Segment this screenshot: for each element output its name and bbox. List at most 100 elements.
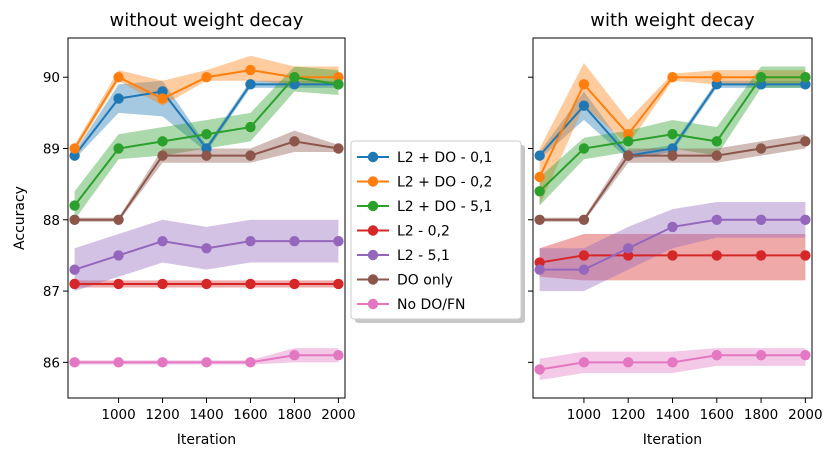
confidence-band-0 (539, 80, 806, 160)
x-tick-label: 1600 (233, 407, 267, 423)
y-tick-label: 88 (43, 213, 60, 229)
confidence-band-4 (539, 201, 806, 292)
data-point (800, 136, 811, 147)
data-point (333, 79, 344, 90)
data-point (534, 186, 545, 197)
data-point (623, 243, 634, 254)
legend-swatch-marker (367, 225, 379, 236)
data-point (711, 350, 722, 361)
data-point (578, 143, 590, 154)
data-point (245, 121, 256, 133)
data-point (113, 72, 124, 83)
data-point (534, 214, 545, 225)
data-point (69, 278, 80, 290)
confidence-band-1 (539, 62, 806, 206)
x-tick-label: 1200 (145, 407, 179, 423)
confidence-band-1 (74, 55, 339, 153)
data-point (201, 278, 212, 290)
data-point (245, 64, 256, 76)
data-point (578, 250, 590, 261)
data-point (667, 150, 678, 161)
data-point (623, 136, 634, 147)
data-point (534, 264, 545, 275)
data-point (201, 150, 212, 161)
data-point (711, 214, 722, 225)
legend-swatch-marker (367, 298, 379, 310)
legend-swatch-marker (367, 200, 379, 212)
legend-label: L2 - 0,2 (397, 224, 450, 240)
x-tick-label: 1200 (611, 407, 645, 423)
data-point (333, 350, 344, 361)
x-tick-label: 1600 (700, 407, 734, 423)
data-point (69, 214, 80, 225)
data-point (201, 72, 212, 83)
data-point (711, 150, 722, 161)
data-point (623, 129, 634, 140)
data-point (800, 79, 811, 90)
data-point (800, 250, 811, 261)
data-point (578, 100, 590, 111)
data-point (333, 235, 344, 247)
data-point (69, 200, 80, 211)
data-point (667, 357, 678, 368)
x-tick-label: 2000 (321, 407, 355, 423)
data-point (157, 136, 168, 147)
x-tick-label: 1800 (744, 407, 778, 423)
data-point (157, 93, 168, 104)
confidence-band-4 (74, 219, 339, 292)
x-tick-label: 1000 (101, 407, 135, 423)
confidence-band-6 (74, 348, 339, 365)
x-tick-label: 1400 (655, 407, 689, 423)
data-point (711, 136, 722, 147)
x-axis-label: Iteration (643, 432, 702, 448)
data-point (667, 221, 678, 233)
data-point (578, 357, 590, 368)
data-point (755, 72, 767, 83)
data-point (755, 214, 767, 225)
data-point (157, 235, 168, 247)
data-point (534, 171, 545, 183)
data-point (578, 79, 590, 90)
data-point (113, 357, 124, 368)
data-point (711, 72, 722, 83)
data-point (157, 86, 168, 97)
legend-frame (350, 140, 522, 320)
data-point (534, 257, 545, 268)
data-point (245, 278, 256, 290)
data-point (289, 350, 300, 361)
data-point (289, 278, 300, 290)
chart-title-without-weight-decay: without weight decay (110, 10, 304, 31)
data-point (157, 278, 168, 290)
data-point (289, 79, 300, 90)
y-tick-label: 90 (43, 70, 60, 86)
confidence-band-5 (539, 134, 806, 222)
confidence-band-5 (74, 130, 339, 222)
confidence-band-0 (74, 80, 339, 160)
legend-label: No DO/FN (397, 297, 466, 313)
data-point (534, 150, 545, 161)
chart-title-with-weight-decay: with weight decay (590, 10, 755, 31)
x-axis-label: Iteration (177, 432, 236, 448)
legend-swatch-marker (367, 176, 379, 187)
data-point (245, 235, 256, 247)
data-point (711, 79, 722, 90)
y-tick-label: 87 (43, 284, 60, 300)
data-point (113, 143, 124, 154)
x-tick-label: 1400 (189, 407, 223, 423)
y-tick-label: 89 (43, 141, 60, 157)
panel-without-weight-decay: 1000 1200 1400 1600 1800 2000 86 87 88 89 90 withou… (12, 10, 356, 448)
data-point (333, 278, 344, 290)
x-tick-label: 2000 (788, 407, 822, 423)
data-point (667, 250, 678, 261)
data-point (623, 150, 634, 161)
data-point (113, 93, 124, 104)
data-point (157, 357, 168, 368)
confidence-band-2 (74, 66, 339, 220)
data-point (113, 278, 124, 290)
legend-label: L2 + DO - 0,2 (397, 175, 492, 191)
x-tick-label: 1800 (277, 407, 311, 423)
data-point (289, 72, 300, 83)
legend-label: L2 - 5,1 (397, 248, 450, 264)
data-point (69, 143, 80, 154)
data-point (667, 129, 678, 140)
